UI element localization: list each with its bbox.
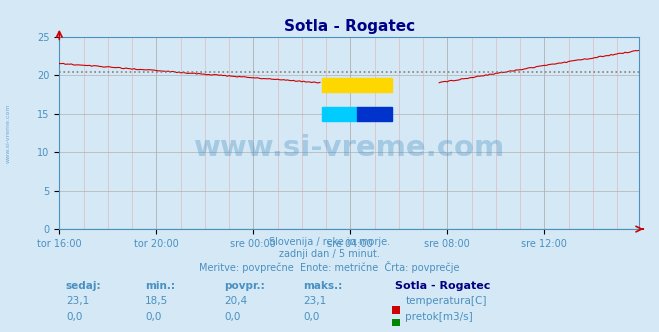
Text: zadnji dan / 5 minut.: zadnji dan / 5 minut. [279,249,380,259]
Text: Sotla - Rogatec: Sotla - Rogatec [395,281,491,290]
Text: temperatura[C]: temperatura[C] [405,296,487,306]
Text: 18,5: 18,5 [145,296,168,306]
Text: Meritve: povprečne  Enote: metrične  Črta: povprečje: Meritve: povprečne Enote: metrične Črta:… [199,261,460,273]
Title: Sotla - Rogatec: Sotla - Rogatec [284,19,415,34]
Text: 0,0: 0,0 [66,312,82,322]
Bar [357,107,391,121]
Text: 0,0: 0,0 [224,312,241,322]
Text: www.si-vreme.com: www.si-vreme.com [194,134,505,162]
Text: 0,0: 0,0 [145,312,161,322]
Text: maks.:: maks.: [303,281,343,290]
Text: Slovenija / reke in morje.: Slovenija / reke in morje. [269,237,390,247]
Text: sedaj:: sedaj: [66,281,101,290]
Text: www.si-vreme.com: www.si-vreme.com [5,103,11,163]
Text: min.:: min.: [145,281,175,290]
Text: povpr.:: povpr.: [224,281,265,290]
Text: 20,4: 20,4 [224,296,247,306]
Bar [322,78,391,92]
Text: 23,1: 23,1 [66,296,89,306]
Text: pretok[m3/s]: pretok[m3/s] [405,312,473,322]
Text: 23,1: 23,1 [303,296,326,306]
Bar [322,107,357,121]
Text: 0,0: 0,0 [303,312,320,322]
